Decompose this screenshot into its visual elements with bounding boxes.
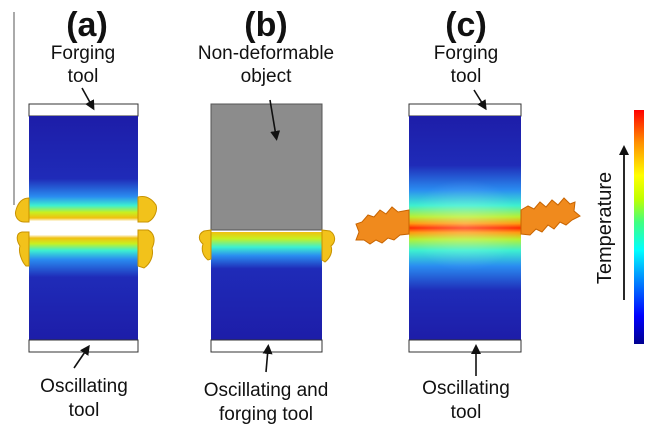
panel-b-flash-left [198,229,212,261]
panel-c-heat-halo [409,179,521,271]
panel-c-letter: (c) [445,6,487,44]
panel-a-forging-tool [28,103,139,117]
panel-a-bottom-arrow [73,344,90,369]
panel-a-oscillating-tool [28,339,139,353]
panel-b-bottom-arrow [262,344,273,373]
panel-c: (c) Forging tool Oscillating tool [355,6,581,423]
panel-a-top-label-line2: tool [68,66,99,87]
panel-c-top-label-line2: tool [451,66,482,87]
panel-c-forging-tool [408,103,522,117]
colorbar-label: Temperature [594,172,616,284]
panel-c-top-label-line1: Forging [434,43,498,64]
panel-b-top-label-line1: Non-deformable [198,43,334,64]
panel-c-flash-right [520,197,581,236]
colorbar-scale [634,110,644,344]
panel-c-oscillating-tool [408,339,522,353]
panel-b-workpiece [211,232,322,340]
panel-b-oscillating-forging-tool [210,339,323,353]
panel-a-letter: (a) [66,6,108,44]
panel-b-bottom-label-line1: Oscillating and [204,380,329,401]
panel-c-top-arrow [473,89,487,111]
panel-a-top-arrow [81,87,95,111]
temperature-colorbar: Temperature [594,110,644,344]
panel-b-top-arrow [269,99,281,141]
panel-a-workpieces [29,116,138,340]
panel-a-bottom-label-line2: tool [69,400,100,421]
panel-c-flash-left [355,206,410,245]
panel-a-flash-right [137,196,157,269]
panel-b: (b) Non-deformable object Oscillating an… [198,6,336,424]
panel-b-letter: (b) [244,6,287,44]
panel-a-top-label-line1: Forging [51,43,115,64]
panel-b-flash-right [321,229,336,263]
panel-a-bottom-label-line1: Oscillating [40,376,128,397]
panel-c-bottom-label-line1: Oscillating [422,378,510,399]
panel-b-non-deformable-object [210,103,323,231]
panel-b-bottom-label-line2: forging tool [219,404,313,424]
panel-c-bottom-label-line2: tool [451,402,482,423]
panel-a: (a) Forging tool Oscillating tool [13,6,157,421]
panel-a-flash-left [15,197,30,267]
panel-b-top-label-line2: object [241,66,292,87]
